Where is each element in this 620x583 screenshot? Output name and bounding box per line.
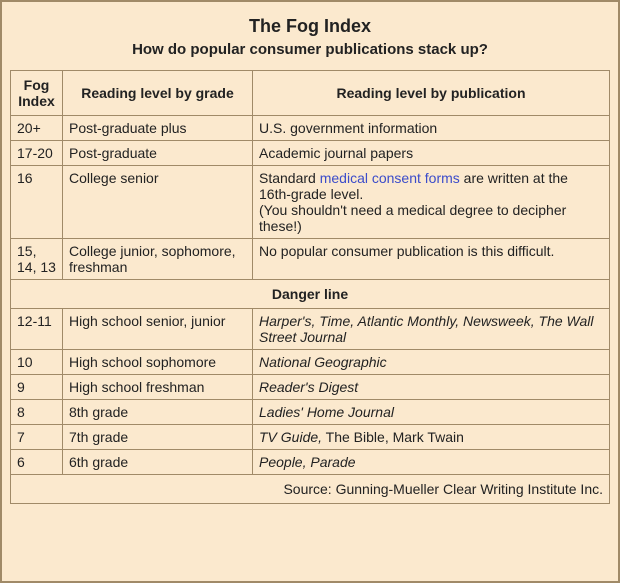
cell-fog: 20+ (11, 116, 63, 141)
table-row: 20+ Post-graduate plus U.S. government i… (11, 116, 610, 141)
cell-grade: High school sophomore (63, 350, 253, 375)
col-fog: Fog Index (11, 71, 63, 116)
danger-row: Danger line (11, 280, 610, 309)
col-grade: Reading level by grade (63, 71, 253, 116)
cell-grade: College senior (63, 166, 253, 239)
table-row: 8 8th grade Ladies' Home Journal (11, 400, 610, 425)
cell-pub: People, Parade (253, 450, 610, 475)
col-pub: Reading level by publication (253, 71, 610, 116)
pub-italic: People, Parade (259, 454, 356, 470)
cell-grade: High school senior, junior (63, 309, 253, 350)
cell-pub: Reader's Digest (253, 375, 610, 400)
text: Standard (259, 170, 320, 186)
table-row: 9 High school freshman Reader's Digest (11, 375, 610, 400)
table-row: 16 College senior Standard medical conse… (11, 166, 610, 239)
cell-fog: 17-20 (11, 141, 63, 166)
danger-label: Danger line (11, 280, 610, 309)
cell-grade: College junior, sophomore, freshman (63, 239, 253, 280)
cell-pub: Standard medical consent forms are writt… (253, 166, 610, 239)
cell-pub: National Geographic (253, 350, 610, 375)
pub-italic: Reader's Digest (259, 379, 358, 395)
cell-grade: 7th grade (63, 425, 253, 450)
cell-fog: 6 (11, 450, 63, 475)
cell-pub: Ladies' Home Journal (253, 400, 610, 425)
fog-table: Fog Index Reading level by grade Reading… (10, 70, 610, 504)
note: (You shouldn't need a medical degree to … (259, 202, 566, 234)
subtitle: How do popular consumer publications sta… (10, 41, 610, 58)
medical-consent-link[interactable]: medical consent forms (320, 170, 460, 186)
pub-italic: National Geographic (259, 354, 387, 370)
cell-fog: 10 (11, 350, 63, 375)
cell-grade: Post-graduate (63, 141, 253, 166)
cell-fog: 16 (11, 166, 63, 239)
cell-grade: 8th grade (63, 400, 253, 425)
cell-pub: TV Guide, The Bible, Mark Twain (253, 425, 610, 450)
source-row: Source: Gunning-Mueller Clear Writing In… (11, 475, 610, 504)
cell-fog: 9 (11, 375, 63, 400)
pub-italic: TV Guide, (259, 429, 322, 445)
cell-grade: High school freshman (63, 375, 253, 400)
table-row: 15, 14, 13 College junior, sophomore, fr… (11, 239, 610, 280)
source-text: Source: Gunning-Mueller Clear Writing In… (11, 475, 610, 504)
pub-plain: The Bible, Mark Twain (322, 429, 464, 445)
cell-pub: Harper's, Time, Atlantic Monthly, Newswe… (253, 309, 610, 350)
pub-italic: Harper's, Time, Atlantic Monthly, Newswe… (259, 313, 594, 345)
cell-fog: 7 (11, 425, 63, 450)
table-row: 17-20 Post-graduate Academic journal pap… (11, 141, 610, 166)
cell-fog: 15, 14, 13 (11, 239, 63, 280)
table-row: 12-11 High school senior, junior Harper'… (11, 309, 610, 350)
cell-pub: Academic journal papers (253, 141, 610, 166)
cell-pub: No popular consumer publication is this … (253, 239, 610, 280)
cell-fog: 8 (11, 400, 63, 425)
table-row: 10 High school sophomore National Geogra… (11, 350, 610, 375)
pub-italic: Ladies' Home Journal (259, 404, 394, 420)
title: The Fog Index (10, 16, 610, 37)
cell-grade: 6th grade (63, 450, 253, 475)
table-row: 7 7th grade TV Guide, The Bible, Mark Tw… (11, 425, 610, 450)
table-row: 6 6th grade People, Parade (11, 450, 610, 475)
cell-grade: Post-graduate plus (63, 116, 253, 141)
cell-fog: 12-11 (11, 309, 63, 350)
header-row: Fog Index Reading level by grade Reading… (11, 71, 610, 116)
cell-pub: U.S. government information (253, 116, 610, 141)
fog-index-card: The Fog Index How do popular consumer pu… (0, 0, 620, 583)
